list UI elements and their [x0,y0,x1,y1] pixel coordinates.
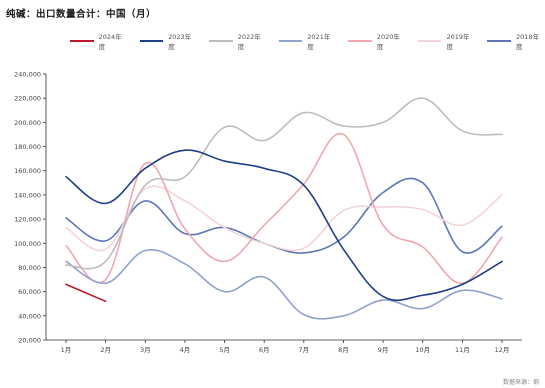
legend-swatch [348,40,372,42]
legend-label: 2024年度 [98,33,122,51]
x-tick-label: 8月 [338,346,349,354]
chart-title: 纯碱：出口数量合计：中国（月） [6,9,157,20]
legend-label: 2019年度 [446,33,470,51]
legend-item-2018: 2018年度 [487,31,545,51]
y-tick-label: 200,000 [14,119,41,127]
x-tick-label: 3月 [140,346,151,354]
y-tick-label: 120,000 [14,216,41,224]
y-tick-label: 100,000 [14,240,41,248]
chart-legend: 2024年度 2023年度 2022年度 2021年度 2020年度 2019年度 2018… [70,31,545,51]
x-tick-label: 12月 [495,346,510,354]
series-line-2020 [65,132,503,284]
series-line-2023 [65,149,503,302]
y-tick-label: 220,000 [14,95,41,103]
y-tick-label: 240,000 [14,71,41,79]
y-tick-label: 140,000 [14,191,41,199]
legend-item-2020: 2020年度 [348,31,406,51]
series-line-2021 [65,248,503,320]
legend-label: 2021年度 [307,33,331,51]
series-line-2022 [65,97,503,270]
legend-item-2022: 2022年度 [209,31,267,51]
legend-item-2023: 2023年度 [139,31,198,51]
legend-label: 2018年度 [516,33,540,51]
y-tick-label: 60,000 [18,288,41,296]
x-tick-label: 11月 [455,346,470,354]
legend-item-2024: 2024年度 [70,31,128,51]
legend-swatch [278,40,303,42]
x-tick-label: 2月 [100,346,111,354]
x-tick-label: 7月 [298,346,309,354]
y-tick-label: 20,000 [18,337,41,345]
x-tick-label: 9月 [378,346,389,354]
legend-label: 2023年度 [168,33,192,51]
legend-item-2019: 2019年度 [417,31,476,51]
legend-label: 2020年度 [376,33,400,51]
legend-swatch [70,40,94,42]
x-tick-label: 6月 [259,346,270,354]
series-line-2018 [65,177,503,254]
y-tick-label: 180,000 [14,143,41,151]
legend-swatch [209,40,233,42]
legend-swatch [487,40,512,42]
y-tick-label: 40,000 [18,312,41,320]
x-tick-label: 1月 [61,346,72,354]
legend-label: 2022年度 [237,33,261,51]
series-line-2024 [65,283,107,303]
x-tick-label: 10月 [415,346,430,354]
legend-swatch [417,40,442,42]
y-tick-label: 160,000 [14,167,41,175]
legend-item-2021: 2021年度 [278,31,337,51]
x-tick-label: 4月 [180,346,191,354]
x-tick-label: 5月 [219,346,230,354]
legend-swatch [139,40,164,42]
y-tick-label: 80,000 [18,264,41,272]
data-source-note: 数据来源：钢 [502,379,539,386]
